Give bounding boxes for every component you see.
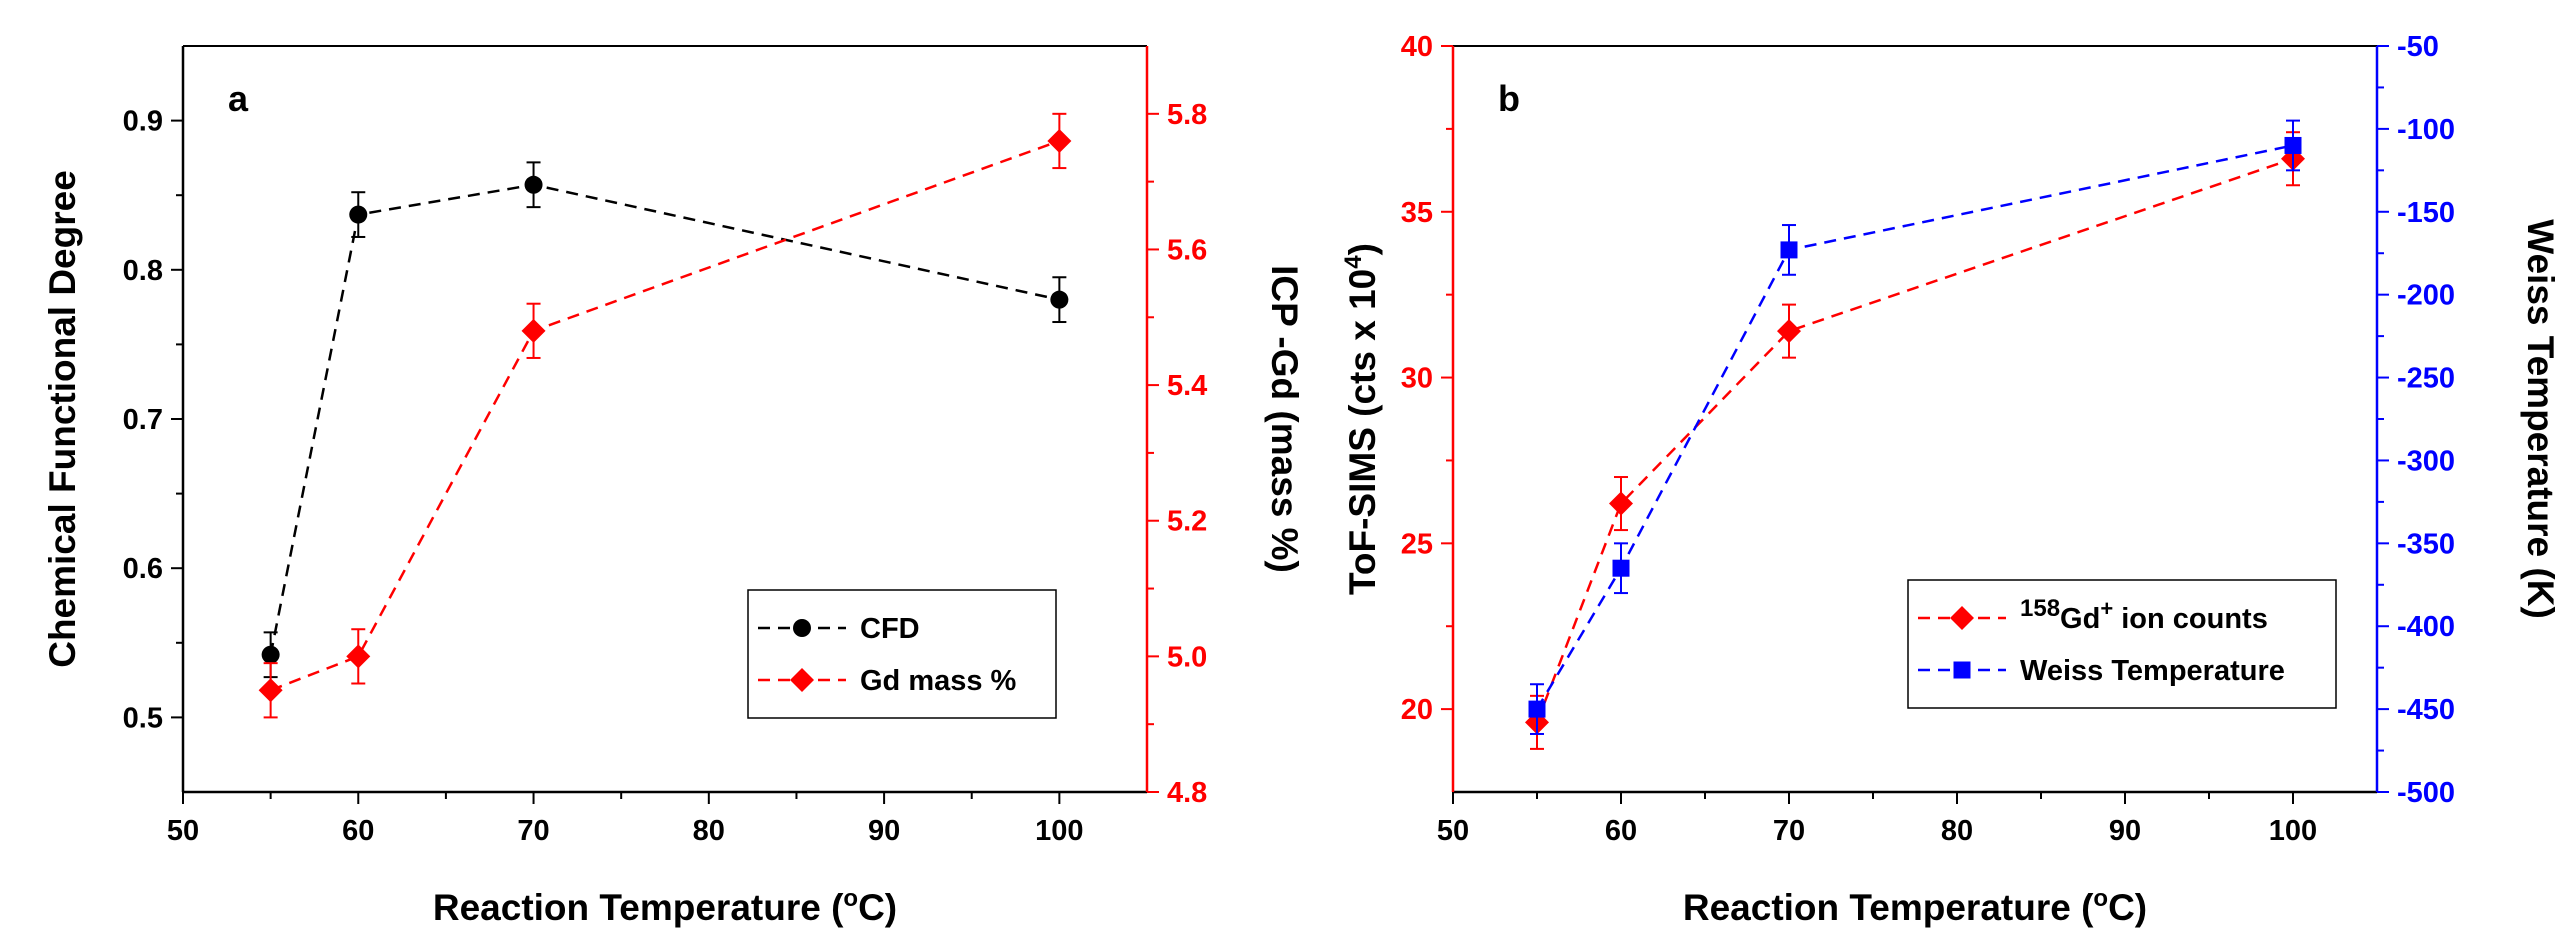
series-line: [1535, 157, 2294, 723]
y2-tick-label: -200: [2397, 280, 2455, 312]
y2-tick-label: 4.8: [1167, 777, 1207, 809]
y2-tick-label: -50: [2397, 31, 2439, 63]
x-tick-label: 80: [693, 815, 725, 847]
y2-tick-label: 5.0: [1167, 641, 1207, 673]
y2-axis-title: ICP -Gd (mass %): [1264, 265, 1305, 573]
y2-tick-label: -250: [2397, 363, 2455, 395]
data-point: [261, 645, 280, 664]
y2-tick-label: -500: [2397, 777, 2455, 809]
chart-panel-a: 50 60 70 80 90 100 0.5 0.6 0.7 0.8 0.9 4.8 5.0 5.2 5.4…: [42, 45, 1305, 928]
y2-tick-label: 5.4: [1167, 370, 1207, 402]
panel-label: b: [1498, 78, 1520, 119]
x-tick-label: 70: [1773, 815, 1805, 847]
x-tick-label: 60: [1605, 815, 1637, 847]
legend-marker: [790, 668, 814, 692]
y-tick-label: 20: [1401, 694, 1433, 726]
data-point: [346, 644, 371, 669]
y2-tick-label: -300: [2397, 445, 2455, 477]
y-axis-title: Chemical Functional Degree: [42, 170, 83, 668]
legend: CFD Gd mass %: [747, 589, 1057, 719]
y-tick-label: 0.6: [123, 553, 163, 585]
y2-tick-label: 5.8: [1167, 99, 1207, 131]
y2-tick-label: -150: [2397, 197, 2455, 229]
x-tick-label: 80: [1941, 815, 1973, 847]
data-point: [258, 678, 283, 703]
legend-label: Weiss Temperature: [2020, 655, 2285, 687]
y-tick-label: 0.8: [123, 255, 163, 287]
chart-panel-b: 50 60 70 80 90 100 20 25 30 35 40 -500 -450 -400 -350 -…: [1340, 31, 2561, 928]
y-axis-title: ToF-SIMS (cts x 104): [1340, 243, 1383, 595]
x-axis-title: Reaction Temperature (oC): [433, 885, 897, 928]
data-point: [2284, 136, 2302, 154]
series-line: [270, 139, 1060, 692]
data-point: [349, 205, 368, 224]
x-tick-label: 60: [342, 815, 374, 847]
y-tick-label: 35: [1401, 197, 1433, 229]
x-tick-label: 70: [517, 815, 549, 847]
series-1: [1528, 119, 2302, 735]
series-1: [258, 112, 1072, 719]
x-tick-label: 100: [1035, 815, 1083, 847]
y-tick-label: 25: [1401, 528, 1433, 560]
x-tick-label: 50: [1437, 815, 1469, 847]
legend-label: 158Gd+ ion counts: [2020, 595, 2268, 635]
x-tick-label: 100: [2269, 815, 2317, 847]
x-tick-label: 50: [167, 815, 199, 847]
y2-axis-title: Weiss Temperature (K): [2520, 219, 2561, 619]
y-tick-label: 0.9: [123, 106, 163, 138]
y2-tick-label: 5.2: [1167, 506, 1207, 538]
series-line: [1535, 144, 2294, 710]
data-point: [1612, 559, 1630, 577]
data-point: [521, 318, 546, 343]
y2-tick-label: -450: [2397, 694, 2455, 726]
legend-label: CFD: [860, 613, 920, 645]
data-point: [1047, 128, 1072, 153]
data-point: [1777, 319, 1801, 344]
legend-marker: [1950, 606, 1974, 630]
y2-tick-label: -400: [2397, 611, 2455, 643]
series-line: [269, 183, 1060, 655]
legend-label: Gd mass %: [860, 665, 1017, 697]
x-tick-label: 90: [2109, 815, 2141, 847]
y-tick-label: 40: [1401, 31, 1433, 63]
legend-marker: [793, 619, 811, 637]
legend-box: [1907, 579, 2337, 709]
data-point: [1780, 241, 1798, 259]
panel-label: a: [228, 78, 249, 119]
y2-tick-label: -100: [2397, 114, 2455, 146]
y-tick-label: 30: [1401, 363, 1433, 395]
legend-box: [747, 589, 1057, 719]
y-tick-label: 0.7: [123, 404, 163, 436]
legend-marker: [1953, 661, 1971, 679]
x-tick-label: 90: [868, 815, 900, 847]
data-point: [1609, 491, 1633, 516]
x-axis-title: Reaction Temperature (oC): [1683, 885, 2147, 928]
data-point: [524, 175, 543, 194]
data-point: [1050, 290, 1069, 309]
y2-tick-label: 5.6: [1167, 234, 1207, 266]
y-tick-label: 0.5: [123, 702, 163, 734]
y2-tick-label: -350: [2397, 528, 2455, 560]
legend: 158Gd+ ion counts Weiss Temperature: [1907, 579, 2337, 709]
data-point: [1528, 700, 1546, 718]
